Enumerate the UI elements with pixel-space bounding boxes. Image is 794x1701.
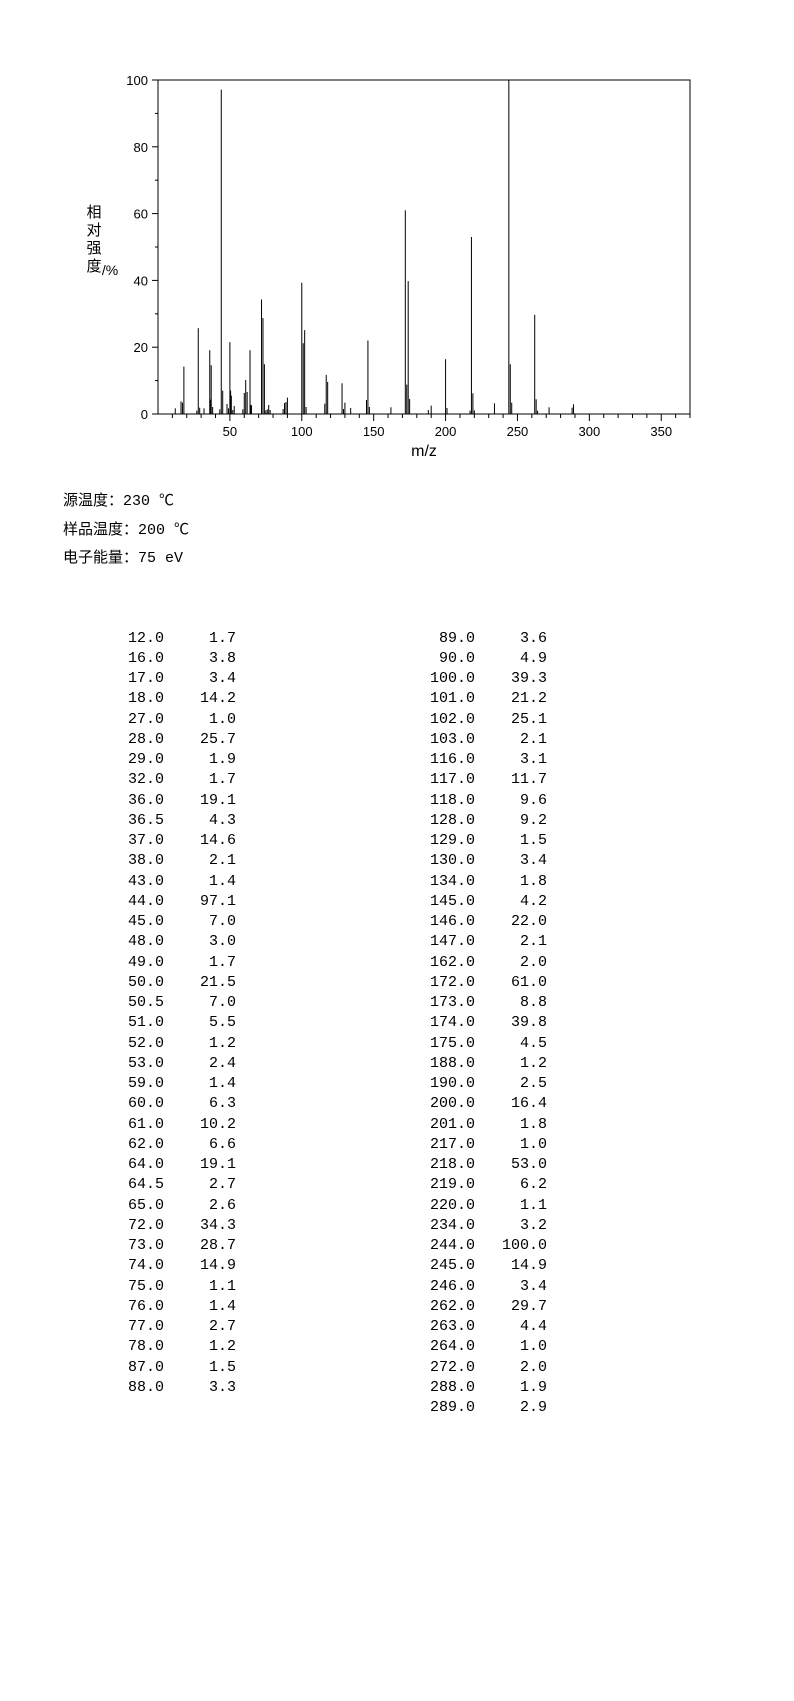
svg-text:相: 相 — [86, 204, 101, 221]
svg-text:100: 100 — [126, 73, 148, 88]
svg-text:强: 强 — [86, 241, 101, 257]
source-temp-row: 源温度：230 ℃ — [63, 488, 739, 517]
svg-text:300: 300 — [578, 424, 600, 439]
spectrum-svg: 0 20 40 60 80 100 50 100 150 200 250 300 350 m/z 相对强度/… — [80, 70, 700, 460]
svg-text:60: 60 — [134, 207, 148, 222]
source-temp-label: 源温度： — [63, 493, 123, 510]
mass-spectrum-chart: 0 20 40 60 80 100 50 100 150 200 250 300 350 m/z 相对强度/… — [80, 70, 700, 460]
sample-temp-value: 200 ℃ — [138, 522, 189, 539]
data-table: 12.0 1.7 16.0 3.8 17.0 3.4 18.0 14.2 27.… — [110, 629, 739, 1419]
svg-text:250: 250 — [507, 424, 529, 439]
sample-temp-row: 样品温度：200 ℃ — [63, 517, 739, 546]
svg-text:150: 150 — [363, 424, 385, 439]
svg-text:m/z: m/z — [411, 443, 437, 460]
svg-text:50: 50 — [223, 424, 237, 439]
source-temp-value: 230 ℃ — [123, 493, 174, 510]
sample-temp-label: 样品温度： — [63, 522, 138, 539]
svg-text:/%: /% — [102, 262, 118, 278]
svg-text:40: 40 — [134, 273, 148, 288]
svg-text:度: 度 — [86, 258, 101, 275]
data-column-left: 12.0 1.7 16.0 3.8 17.0 3.4 18.0 14.2 27.… — [110, 629, 236, 1419]
electron-energy-label: 电子能量： — [63, 550, 138, 567]
svg-text:80: 80 — [134, 140, 148, 155]
electron-energy-value: 75 eV — [138, 550, 183, 567]
svg-text:350: 350 — [650, 424, 672, 439]
svg-text:20: 20 — [134, 340, 148, 355]
svg-text:对: 对 — [86, 222, 101, 239]
svg-text:0: 0 — [141, 407, 148, 422]
data-column-right: 89.0 3.6 90.0 4.9 100.0 39.3 101.0 21.2 … — [421, 629, 547, 1419]
parameters-block: 源温度：230 ℃ 样品温度：200 ℃ 电子能量：75 eV — [63, 488, 739, 574]
electron-energy-row: 电子能量：75 eV — [63, 545, 739, 574]
svg-text:100: 100 — [291, 424, 313, 439]
svg-text:200: 200 — [435, 424, 457, 439]
